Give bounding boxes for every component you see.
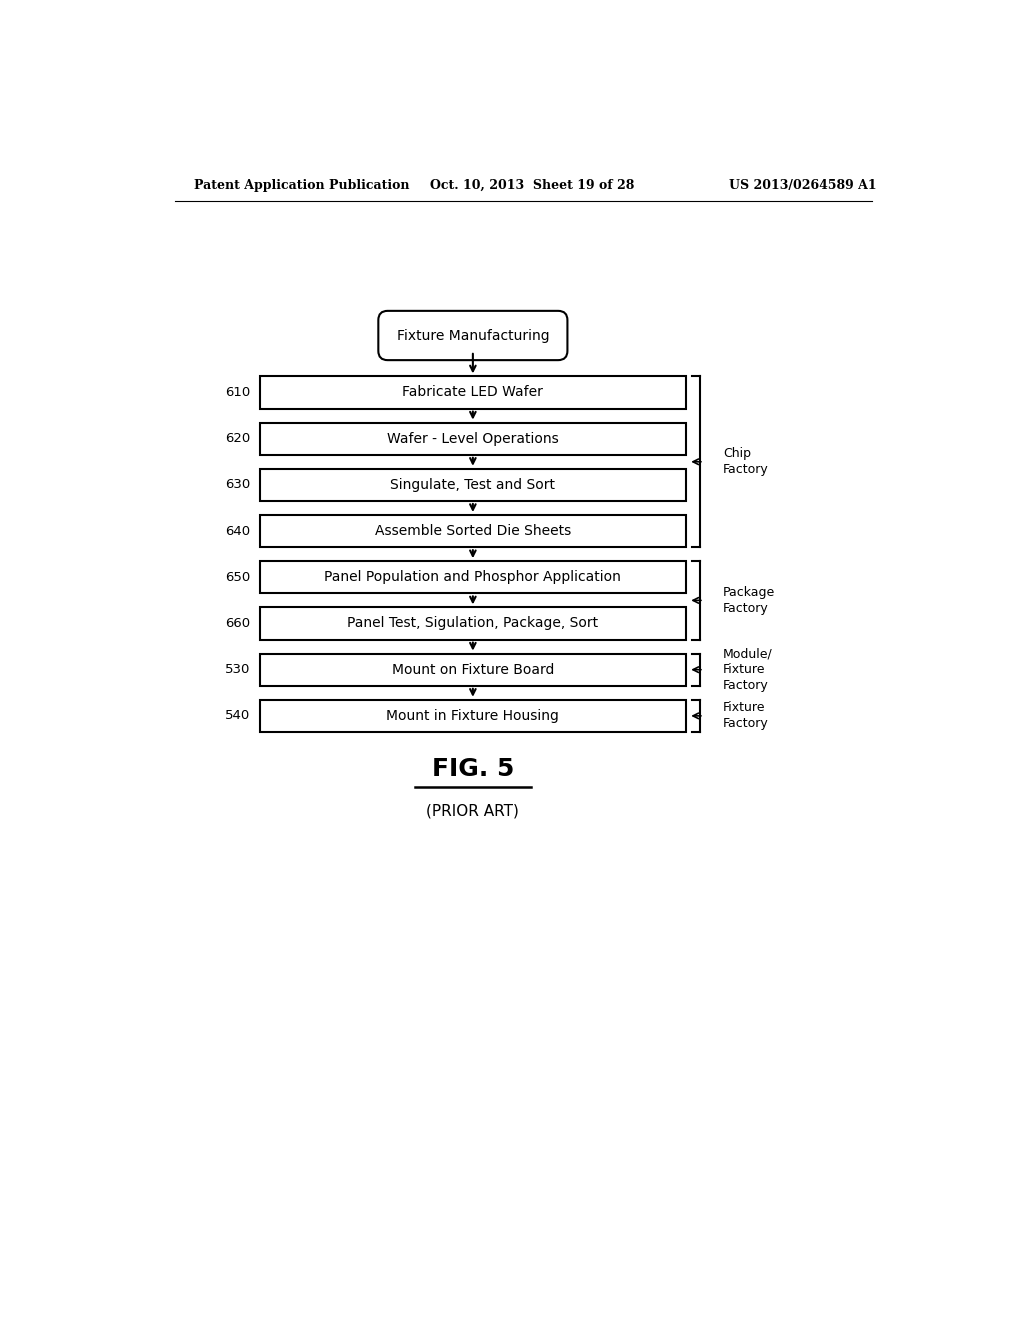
Text: Mount on Fixture Board: Mount on Fixture Board	[392, 663, 554, 677]
FancyBboxPatch shape	[260, 422, 686, 455]
Text: Module/
Fixture
Factory: Module/ Fixture Factory	[723, 647, 773, 692]
FancyBboxPatch shape	[260, 469, 686, 502]
Text: Wafer - Level Operations: Wafer - Level Operations	[387, 432, 559, 446]
Text: 630: 630	[225, 478, 251, 491]
FancyBboxPatch shape	[260, 607, 686, 640]
Text: Fabricate LED Wafer: Fabricate LED Wafer	[402, 385, 544, 400]
Text: 620: 620	[225, 432, 251, 445]
Text: 640: 640	[225, 524, 251, 537]
Text: Patent Application Publication: Patent Application Publication	[194, 178, 410, 191]
Text: (PRIOR ART): (PRIOR ART)	[426, 804, 519, 818]
Text: 660: 660	[225, 616, 251, 630]
Text: Fixture
Factory: Fixture Factory	[723, 701, 769, 730]
Text: Panel Test, Sigulation, Package, Sort: Panel Test, Sigulation, Package, Sort	[347, 616, 598, 631]
FancyBboxPatch shape	[260, 653, 686, 686]
FancyBboxPatch shape	[260, 376, 686, 409]
Text: Assemble Sorted Die Sheets: Assemble Sorted Die Sheets	[375, 524, 571, 539]
Text: Chip
Factory: Chip Factory	[723, 447, 769, 477]
Text: Mount in Fixture Housing: Mount in Fixture Housing	[386, 709, 559, 723]
FancyBboxPatch shape	[260, 700, 686, 733]
FancyBboxPatch shape	[260, 515, 686, 548]
Text: Fixture Manufacturing: Fixture Manufacturing	[396, 329, 549, 342]
Text: Singulate, Test and Sort: Singulate, Test and Sort	[390, 478, 555, 492]
Text: 530: 530	[225, 663, 251, 676]
Text: Package
Factory: Package Factory	[723, 586, 775, 615]
Text: Oct. 10, 2013  Sheet 19 of 28: Oct. 10, 2013 Sheet 19 of 28	[430, 178, 635, 191]
Text: Panel Population and Phosphor Application: Panel Population and Phosphor Applicatio…	[325, 570, 622, 585]
Text: 610: 610	[225, 385, 251, 399]
FancyBboxPatch shape	[260, 561, 686, 594]
Text: 540: 540	[225, 709, 251, 722]
Text: 650: 650	[225, 570, 251, 583]
Text: US 2013/0264589 A1: US 2013/0264589 A1	[729, 178, 877, 191]
Text: FIG. 5: FIG. 5	[432, 756, 514, 781]
FancyBboxPatch shape	[378, 310, 567, 360]
